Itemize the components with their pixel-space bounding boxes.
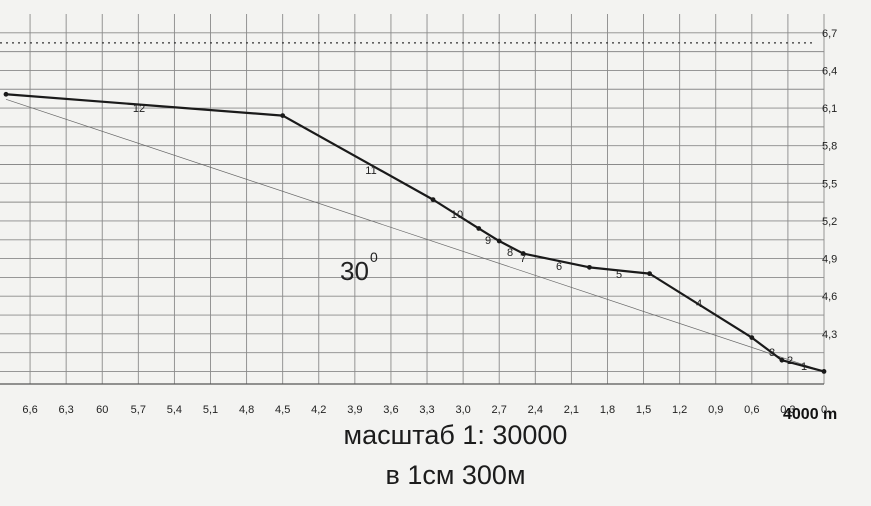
- y-tick-label: 5,5: [822, 178, 837, 190]
- x-tick-label: 4,5: [275, 404, 290, 416]
- scale-caption: масштаб 1: 30000: [343, 420, 568, 450]
- x-tick-label: 5,4: [167, 404, 182, 416]
- y-tick-label: 5,2: [822, 216, 837, 228]
- y-tick-label: 6,4: [822, 65, 837, 77]
- x-tick-label: 5,1: [203, 404, 218, 416]
- reference-line: [5, 98, 825, 372]
- y-tick-labels: 6,7 6,4 6,1 5,8 5,5 5,2 4,9 4,6 4,3: [822, 28, 837, 341]
- segment-label: 3: [769, 347, 775, 359]
- x-tick-label: 0,6: [744, 404, 759, 416]
- y-tick-label: 6,7: [822, 28, 837, 40]
- profile-point: [779, 357, 785, 363]
- profile-point: [520, 251, 526, 256]
- x-tick-label: 4,8: [239, 404, 254, 416]
- profile-point: [647, 271, 652, 277]
- segment-label: 5: [616, 269, 622, 281]
- x-tick-label: 6,6: [22, 404, 37, 416]
- x-tick-label: 0,9: [708, 404, 723, 416]
- y-tick-label: 5,8: [822, 141, 837, 153]
- profile-point: [476, 226, 482, 231]
- x-tick-label: 0: [821, 404, 827, 416]
- profile-points: [3, 91, 827, 374]
- segment-label: 2: [787, 355, 793, 367]
- profile-line: [5, 93, 825, 373]
- x-tick-label: 0,3: [780, 404, 795, 416]
- y-tick-label: 4,6: [822, 291, 837, 303]
- segment-label: 11: [365, 165, 376, 177]
- segment-label: 9: [485, 235, 491, 247]
- profile-point: [821, 369, 827, 374]
- y-tick-label: 4,3: [822, 329, 837, 341]
- x-tick-label: 5,7: [131, 404, 146, 416]
- segment-label: 7: [520, 253, 526, 265]
- profile-point: [280, 113, 286, 118]
- profile-point: [496, 238, 502, 244]
- x-tick-labels: 6,6 6,3 60 5,7 5,4 5,1 4,8 4,5 4,2 3,9 3,6 3,3 3,0 2,…: [22, 404, 827, 416]
- profile-point: [749, 335, 755, 340]
- segment-label: 10: [451, 209, 463, 221]
- profile-point: [3, 91, 9, 97]
- x-tick-label: 2,4: [528, 404, 543, 416]
- segment-label: 1: [801, 361, 807, 373]
- x-tick-label: 4,2: [311, 404, 326, 416]
- segment-label: 8: [507, 247, 513, 259]
- angle-value: 30: [340, 256, 369, 286]
- x-axis-end-label: 4000 m: [783, 406, 838, 423]
- x-tick-label: 2,7: [492, 404, 507, 416]
- segment-label: 6: [556, 261, 562, 273]
- x-tick-label: 3,9: [347, 404, 362, 416]
- x-tick-label: 2,1: [564, 404, 579, 416]
- x-tick-label: 3,3: [419, 404, 434, 416]
- x-tick-label: 1,8: [600, 404, 615, 416]
- y-tick-label: 4,9: [822, 254, 837, 266]
- x-tick-label: 1,5: [636, 404, 651, 416]
- angle-reference-line: [5, 98, 825, 372]
- x-tick-label: 6,3: [58, 404, 73, 416]
- x-tick-label: 60: [96, 404, 108, 416]
- profile-point: [430, 197, 436, 203]
- profile-point: [587, 264, 592, 270]
- x-tick-label: 3,6: [383, 404, 398, 416]
- profile-polyline: [5, 93, 825, 373]
- segment-label: 4: [696, 298, 702, 310]
- angle-degree-mark: 0: [370, 249, 378, 265]
- x-tick-label: 3,0: [455, 404, 470, 416]
- units-caption: в 1см 300м: [385, 460, 526, 490]
- x-tick-label: 1,2: [672, 404, 687, 416]
- y-tick-label: 6,1: [822, 103, 837, 115]
- angle-annotation: 30 0: [340, 249, 378, 286]
- segment-label: 12: [133, 103, 145, 115]
- chart-grid: [0, 14, 825, 385]
